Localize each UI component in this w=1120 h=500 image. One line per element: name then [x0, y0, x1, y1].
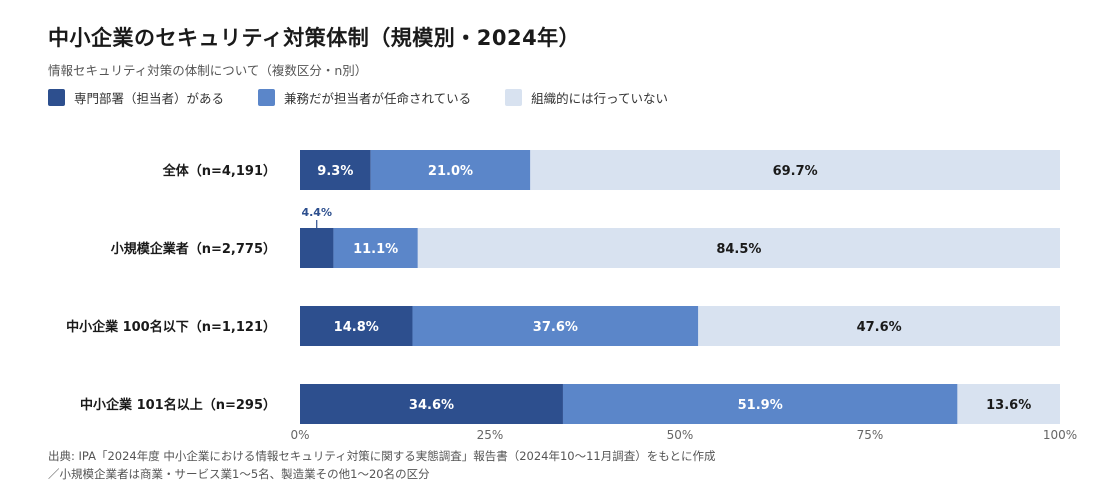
category-label: 全体（n=4,191）: [162, 163, 276, 179]
data-label: 47.6%: [857, 320, 902, 335]
data-label: 69.7%: [773, 164, 818, 179]
bar-segment-dedicated: [300, 150, 371, 190]
data-label: 4.4%: [301, 206, 332, 219]
bar-segment-dedicated: [300, 306, 413, 346]
x-tick-label: 75%: [857, 428, 884, 442]
chart-title: 中小企業のセキュリティ対策体制（規模別・2024年）: [48, 26, 581, 50]
data-label: 34.6%: [409, 398, 454, 413]
data-label: 13.6%: [986, 398, 1031, 413]
legend-swatch-dedicated: [48, 88, 65, 106]
data-label: 11.1%: [353, 242, 398, 257]
x-tick-label: 0%: [290, 428, 309, 442]
data-label: 14.8%: [334, 320, 379, 335]
legend-item-none: 組織的には行っていない: [505, 88, 668, 107]
source-note: 出典: IPA「2024年度 中小企業における情報セキュリティ対策に関する実態調…: [48, 449, 716, 463]
bar-segment-concurrent: [562, 384, 958, 424]
chart-subtitle: 情報セキュリティ対策の体制について（複数区分・n別）: [48, 63, 368, 78]
x-tick-label: 25%: [477, 428, 504, 442]
legend-item-dedicated: 専門部署（担当者）がある: [48, 88, 224, 107]
data-label: 9.3%: [317, 164, 353, 179]
category-note: ／小規模企業者は商業・サービス業1〜5名、製造業その他1〜20名の区分: [48, 467, 430, 481]
legend-label-none: 組織的には行っていない: [531, 90, 669, 106]
bar-segment-concurrent: [370, 150, 531, 190]
bar-segment-none: [698, 306, 1060, 346]
category-label: 中小企業 101名以上（n=295）: [80, 397, 276, 413]
bar-segment-none: [530, 150, 1060, 190]
source-notes: 出典: IPA「2024年度 中小企業における情報セキュリティ対策に関する実態調…: [48, 447, 716, 483]
bar-segment-none: [957, 384, 1060, 424]
category-label: 小規模企業者（n=2,775）: [111, 241, 276, 257]
bar-segment-dedicated: [300, 384, 563, 424]
data-label: 51.9%: [738, 398, 783, 413]
bar-segment-concurrent: [333, 228, 418, 268]
legend-swatch-concurrent: [258, 88, 276, 106]
data-label: 21.0%: [428, 164, 473, 179]
data-label: 84.5%: [716, 242, 761, 257]
legend-label-dedicated: 専門部署（担当者）がある: [74, 90, 225, 106]
data-label: 37.6%: [533, 320, 578, 335]
x-tick-label: 100%: [1043, 428, 1077, 442]
legend-swatch-none: [505, 88, 523, 106]
bar-segment-dedicated: [300, 228, 334, 268]
bar-segment-none: [417, 228, 1060, 268]
legend-label-concurrent: 兼務だが担当者が任命されている: [284, 90, 472, 106]
legend-item-concurrent: 兼務だが担当者が任命されている: [258, 88, 471, 107]
category-label: 中小企業 100名以下（n=1,121）: [66, 319, 276, 335]
legend: 専門部署（担当者）がある 兼務だが担当者が任命されている 組織的には行っていない: [48, 88, 702, 106]
bar-segment-concurrent: [412, 306, 699, 346]
x-tick-label: 50%: [667, 428, 694, 442]
